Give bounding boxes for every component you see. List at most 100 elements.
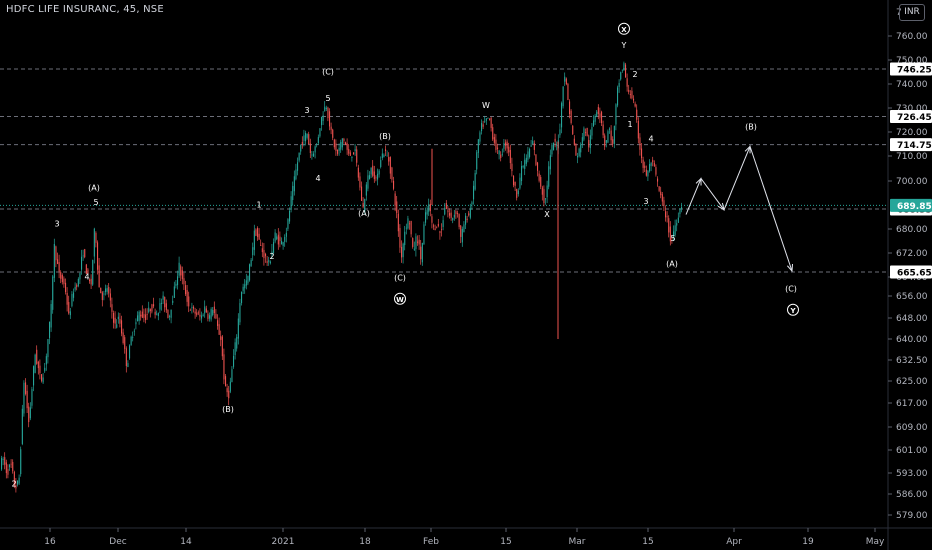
candle-body [506, 141, 508, 149]
candle-body [599, 113, 601, 118]
candle-body [623, 63, 625, 71]
candle-body [399, 227, 401, 248]
candle-body [124, 337, 126, 349]
candle-body [127, 363, 129, 367]
candle-body [529, 149, 531, 158]
candle-body [434, 228, 436, 230]
candle-body [553, 142, 555, 151]
price-tick-label: 740.00 [896, 80, 928, 90]
candle-body [149, 309, 151, 311]
candle-body [461, 228, 463, 243]
candle-body [119, 318, 121, 324]
candle-body [423, 224, 425, 245]
price-tick-label: 710.00 [896, 152, 928, 162]
candle-body [45, 356, 47, 365]
wave-label: 2 [269, 252, 274, 261]
circled-wave-label: X [621, 26, 627, 34]
candle-body [495, 139, 497, 150]
candle-body [298, 152, 300, 161]
candle-body [393, 180, 395, 189]
candle-body [311, 154, 313, 156]
candle-body [410, 220, 412, 235]
candle-body [257, 227, 259, 238]
candle-body [377, 173, 379, 180]
candle-body [172, 300, 174, 303]
candle-body [447, 210, 449, 213]
time-tick-label: 14 [180, 537, 192, 547]
candle-body [236, 337, 238, 349]
candle-body [585, 132, 587, 133]
candle-body [33, 366, 35, 386]
candle-body [426, 210, 428, 215]
wave-label: 2 [632, 70, 637, 79]
candle-body [165, 303, 167, 311]
candle-body [321, 116, 323, 126]
candle-body [444, 208, 446, 215]
candle-body [253, 230, 255, 250]
currency-button[interactable]: INR [899, 4, 925, 21]
candle-body [85, 264, 87, 274]
candle-body [429, 203, 431, 212]
candle-body [564, 76, 566, 82]
candle-body [337, 149, 339, 154]
candle-body [79, 273, 81, 280]
candle-body [332, 129, 334, 138]
candle-body [433, 225, 435, 227]
wave-label: (C) [394, 274, 406, 283]
candle-body [148, 307, 150, 313]
candle-body [505, 142, 507, 146]
candle-body [450, 212, 452, 218]
projection-arrowhead [695, 177, 702, 186]
candle-body [365, 184, 367, 196]
candle-body [204, 306, 206, 314]
candle-body [289, 210, 291, 222]
candle-body [98, 265, 100, 288]
candle-body [500, 154, 502, 158]
horizontal-levels [0, 68, 888, 273]
candle-body [445, 203, 447, 209]
time-axis[interactable]: 16 Dec 14 2021 18 Feb 15 Mar 15 Apr 19 May [44, 528, 885, 547]
candle-body [90, 278, 92, 285]
projection-arrowhead [744, 145, 751, 154]
candle-body [513, 175, 515, 186]
candle-body [61, 275, 63, 283]
candle-body [583, 128, 585, 140]
candle-body [209, 315, 211, 319]
candle-body [308, 134, 310, 145]
candle-body [629, 93, 631, 95]
candle-body [76, 285, 78, 288]
candle-body [474, 173, 476, 190]
price-tick-partial: 7 [896, 8, 902, 18]
price-tick-label: 617.00 [896, 399, 928, 409]
candle-body [666, 216, 668, 218]
candle-body [517, 190, 519, 195]
candle-body [47, 339, 49, 358]
candle-body [455, 211, 457, 215]
last-price-badge-bg [890, 198, 932, 212]
projection-path [685, 144, 794, 273]
price-tick-label: 601.00 [896, 446, 928, 456]
candle-body [69, 311, 71, 316]
candle-body [417, 241, 419, 243]
candle-body [205, 308, 207, 313]
candle-body [183, 278, 185, 285]
level-badge-bg [890, 138, 932, 152]
candle-body [641, 148, 643, 159]
candle-body [217, 320, 219, 326]
candle-body [361, 186, 363, 201]
price-tick-label: 586.00 [896, 490, 928, 500]
candle-body [143, 314, 145, 318]
candle-body [276, 236, 278, 240]
circled-wave-marker [618, 22, 630, 35]
candle-body [436, 226, 438, 228]
level-badge-text: 714.75 [897, 141, 932, 151]
candle-body [239, 303, 241, 323]
candle-body [140, 314, 142, 317]
candle-body [498, 150, 500, 155]
candle-body [221, 336, 223, 357]
candle-body [565, 78, 567, 85]
candle-body [649, 164, 651, 172]
candle-body [193, 306, 195, 309]
candle-body [479, 132, 481, 142]
